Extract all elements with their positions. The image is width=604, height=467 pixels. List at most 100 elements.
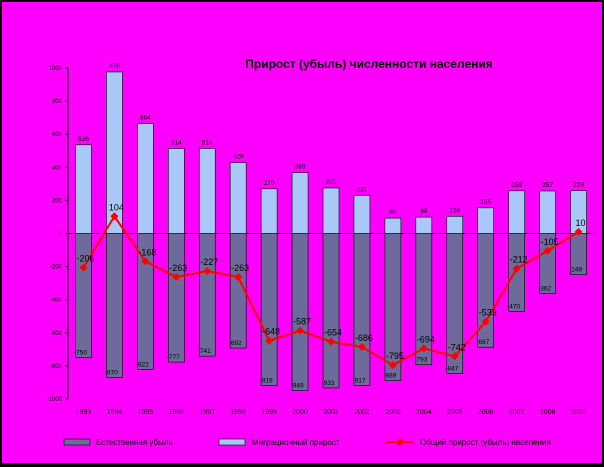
y-tick-label: 400 xyxy=(52,165,63,171)
data-label-total: -694 xyxy=(417,334,435,344)
y-tick-label: 200 xyxy=(52,198,63,204)
bar-migration-growth xyxy=(477,207,495,234)
data-label-total: -795 xyxy=(386,351,404,361)
data-label-migration: 368 xyxy=(295,164,306,171)
x-tick-label: 2003 xyxy=(385,409,401,416)
y-tick-label: -400 xyxy=(50,298,63,304)
x-tick-label: 2008 xyxy=(540,409,556,416)
x-tick-label: 1993 xyxy=(76,409,92,416)
x-tick-label: 2006 xyxy=(478,409,494,416)
data-label-natural: -870 xyxy=(105,369,118,376)
bar-migration-growth xyxy=(446,215,464,234)
data-label-natural: -919 xyxy=(260,378,273,385)
bar-migration-growth xyxy=(291,172,309,234)
legend-label-natural: Естественная убыль xyxy=(96,438,173,447)
data-label-natural: -933 xyxy=(321,380,334,387)
data-label-natural: -917 xyxy=(352,377,365,384)
data-label-total: -654 xyxy=(324,328,342,338)
y-tick-label: -200 xyxy=(50,265,63,271)
bar-natural-decrease xyxy=(260,233,278,386)
data-label-migration: 664 xyxy=(140,115,151,122)
data-label-total: -212 xyxy=(510,255,528,265)
marker-total xyxy=(203,267,212,276)
bar-natural-decrease xyxy=(353,233,371,386)
data-label-natural: -793 xyxy=(414,357,427,364)
y-tick-label: -600 xyxy=(50,331,63,337)
marker-total xyxy=(110,212,119,221)
legend-swatch-natural xyxy=(63,438,91,446)
data-label-migration: 104 xyxy=(449,207,460,214)
bar-natural-decrease xyxy=(291,233,309,391)
bar-migration-growth xyxy=(137,123,154,234)
marker-total xyxy=(388,361,397,370)
data-label-migration: 259 xyxy=(573,182,584,189)
bar-migration-growth xyxy=(260,188,278,234)
x-tick-label: 2001 xyxy=(323,409,339,416)
bar-natural-decrease xyxy=(167,233,185,363)
data-label-total: -742 xyxy=(448,342,466,352)
bar-migration-growth xyxy=(508,190,525,234)
bar-natural-decrease xyxy=(106,233,123,378)
bar-migration-growth xyxy=(539,190,556,234)
marker-total xyxy=(419,344,428,353)
data-label-migration: 99 xyxy=(420,208,428,215)
marker-total xyxy=(481,317,490,326)
marker-total xyxy=(450,352,459,361)
data-label-total: -587 xyxy=(293,317,311,327)
marker-total xyxy=(79,263,88,272)
data-label-total: -648 xyxy=(262,327,280,337)
y-tick-label: 0 xyxy=(59,232,63,238)
bar-migration-growth xyxy=(106,71,123,234)
y-tick-label: 1000 xyxy=(49,66,63,72)
legend-swatch-migration xyxy=(218,438,246,446)
data-label-natural: -847 xyxy=(445,366,458,373)
x-tick-label: 1997 xyxy=(199,409,215,416)
legend-label-total: Общий прирост (убыль) населения xyxy=(420,438,551,447)
y-tick-label: 800 xyxy=(52,99,63,105)
x-tick-label: 1999 xyxy=(261,409,277,416)
data-label-migration: 258 xyxy=(511,182,522,189)
data-label-total: -686 xyxy=(355,333,373,343)
data-label-total: 10 xyxy=(576,218,586,228)
y-tick-label: -1000 xyxy=(47,397,63,403)
data-label-total: -263 xyxy=(231,263,249,273)
legend-marker-total xyxy=(396,438,404,446)
data-label-migration: 155 xyxy=(480,199,491,206)
bar-natural-decrease xyxy=(75,233,92,358)
data-label-natural: -470 xyxy=(507,303,520,310)
bar-natural-decrease xyxy=(477,233,495,348)
marker-total xyxy=(574,227,583,236)
data-label-migration: 514 xyxy=(171,139,182,146)
data-label-total: -533 xyxy=(479,308,497,318)
x-tick-label: 2000 xyxy=(292,409,308,416)
data-label-total: -227 xyxy=(200,257,218,267)
bar-natural-decrease xyxy=(322,233,340,389)
marker-total xyxy=(141,257,150,266)
marker-total xyxy=(234,273,243,282)
x-tick-label: 2002 xyxy=(354,409,370,416)
x-tick-label: 1994 xyxy=(107,409,123,416)
marker-total xyxy=(172,273,181,282)
x-tick-label: 2005 xyxy=(447,409,463,416)
marker-total xyxy=(543,246,552,255)
marker-total xyxy=(296,326,305,335)
x-tick-label: 1998 xyxy=(230,409,246,416)
bar-migration-growth xyxy=(322,187,340,234)
x-tick-label: 1996 xyxy=(169,409,185,416)
y-tick-label: -800 xyxy=(50,364,63,370)
data-label-total: 104 xyxy=(109,202,124,212)
data-label-natural: -822 xyxy=(136,362,149,369)
marker-total xyxy=(265,336,274,345)
bar-migration-growth xyxy=(353,194,371,234)
bar-migration-growth xyxy=(415,216,433,234)
data-label-migration: 514 xyxy=(202,139,213,146)
data-label-migration: 270 xyxy=(264,180,275,187)
bar-migration-growth xyxy=(384,217,402,234)
data-label-migration: 429 xyxy=(233,154,244,161)
data-label-total: -263 xyxy=(169,263,187,273)
data-label-natural: -750 xyxy=(74,350,87,357)
legend-label-migration: Миграционный прирост xyxy=(252,438,340,447)
data-label-migration: 275 xyxy=(326,179,337,186)
